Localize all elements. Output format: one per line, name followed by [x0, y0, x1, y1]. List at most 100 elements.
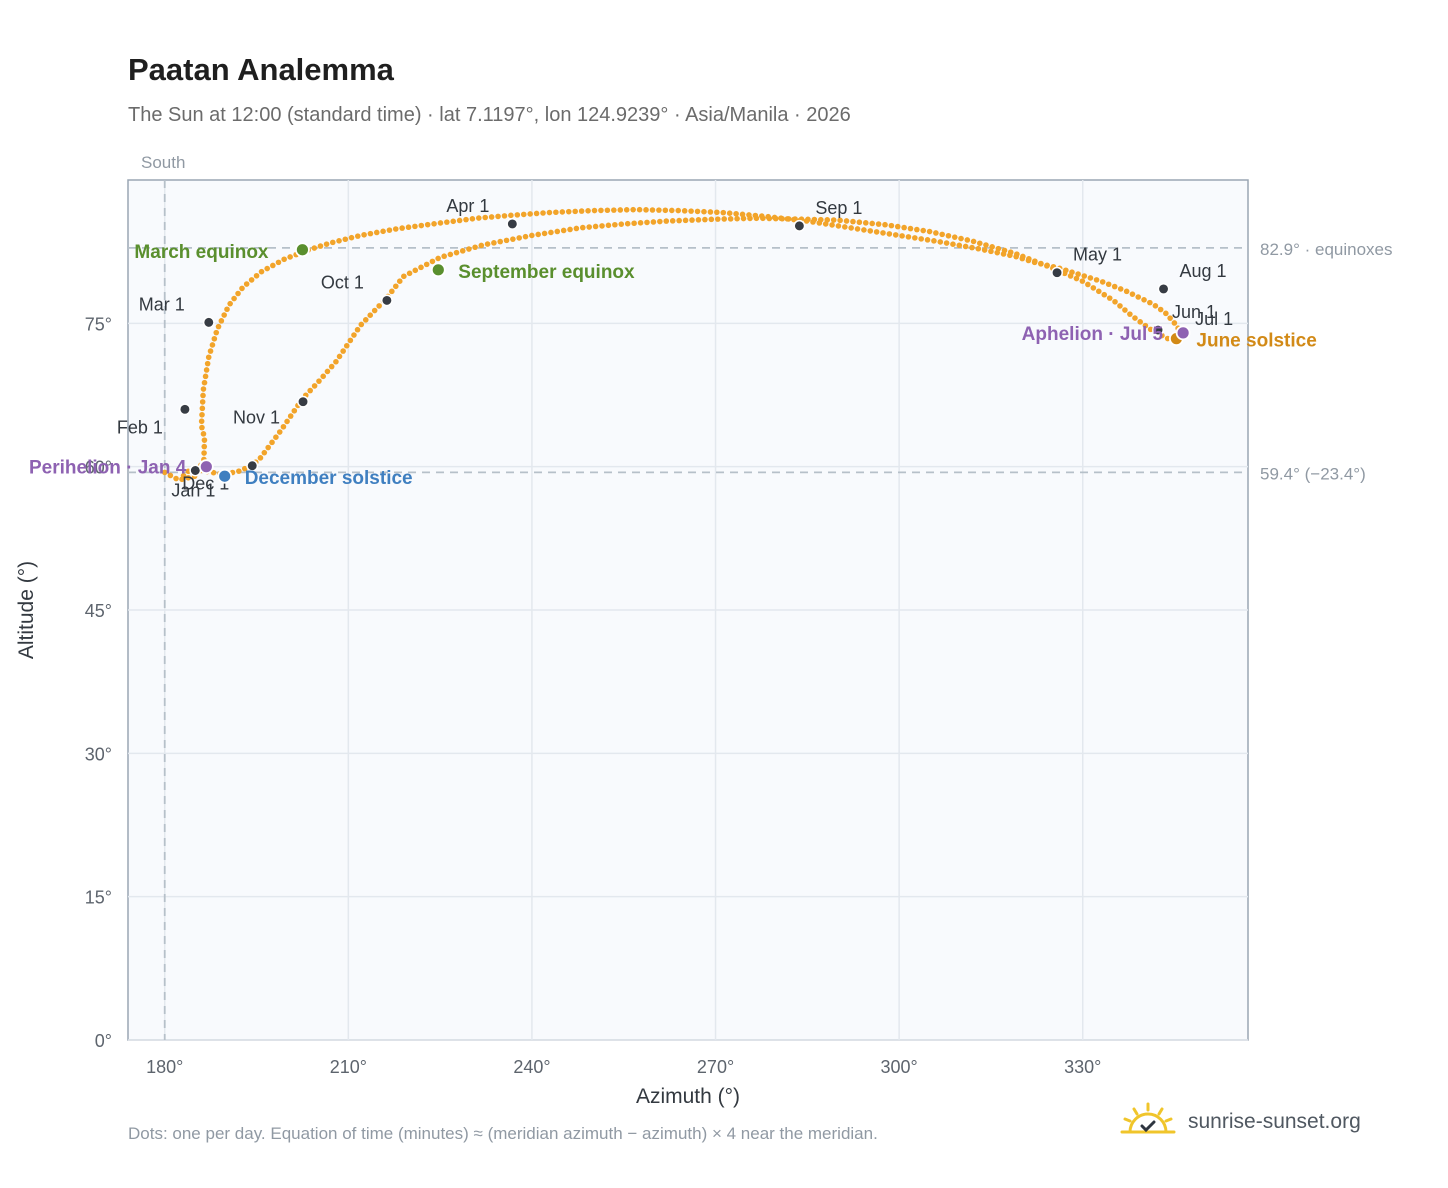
daily-dot: [435, 255, 441, 262]
daily-dot: [1061, 270, 1068, 277]
daily-dot: [1038, 260, 1044, 267]
daily-dot: [201, 379, 208, 386]
daily-dot: [218, 318, 225, 324]
daily-dot: [447, 251, 454, 258]
brand[interactable]: sunrise-sunset.org: [1120, 1102, 1361, 1142]
daily-dot: [1095, 288, 1102, 295]
daily-dot: [811, 216, 818, 223]
daily-dot: [257, 455, 264, 461]
daily-dot: [554, 228, 561, 235]
daily-dot: [702, 216, 708, 223]
daily-dot: [1142, 322, 1149, 329]
daily-dot: [567, 226, 573, 233]
chart-title: Paatan Analemma: [128, 52, 394, 87]
daily-dot: [180, 472, 187, 479]
event-marker: [1175, 325, 1191, 341]
daily-dot: [520, 211, 527, 218]
daily-dot: [235, 290, 241, 297]
daily-dot: [203, 367, 210, 373]
daily-dot: [766, 215, 773, 222]
daily-dot: [201, 443, 208, 450]
daily-dot: [201, 437, 208, 443]
daily-dot: [386, 227, 393, 233]
daily-dot: [657, 218, 663, 225]
daily-dot: [484, 241, 491, 247]
daily-dot: [905, 234, 912, 240]
daily-dot: [624, 220, 631, 227]
month-label: Aug 1: [1180, 261, 1227, 281]
daily-dot: [324, 368, 331, 375]
daily-dot: [469, 216, 476, 222]
y-tick-label: 60°: [85, 458, 112, 478]
daily-dot: [412, 223, 418, 230]
daily-dot: [527, 211, 533, 217]
daily-dot: [516, 235, 522, 241]
daily-dot: [901, 224, 907, 231]
daily-dot: [880, 230, 886, 236]
daily-dot: [618, 221, 625, 227]
daily-dot: [1157, 306, 1164, 313]
daily-dot: [200, 431, 207, 437]
daily-dot: [1129, 291, 1136, 297]
daily-dot: [253, 272, 260, 279]
daily-dot: [830, 217, 837, 223]
daily-dot: [592, 223, 599, 230]
daily-dot: [199, 411, 205, 418]
y-axis-label: Altitude (°): [15, 561, 38, 659]
daily-dot: [275, 259, 282, 266]
daily-dot: [605, 222, 612, 229]
daily-dot: [1117, 286, 1124, 292]
daily-dot: [848, 225, 854, 231]
daily-dot: [1087, 275, 1094, 281]
daily-dot: [376, 303, 382, 309]
daily-dot: [573, 225, 580, 232]
daily-dot: [401, 273, 407, 280]
daily-dot: [204, 360, 211, 367]
daily-dot: [453, 249, 460, 256]
daily-dot: [199, 424, 205, 431]
daily-dot: [361, 231, 367, 238]
daily-dot: [1026, 256, 1032, 262]
daily-dot: [591, 207, 598, 214]
daily-dot: [343, 342, 350, 349]
daily-dot: [340, 348, 346, 354]
daily-path: [161, 206, 1185, 483]
daily-dot: [497, 238, 504, 245]
daily-dot: [912, 235, 918, 241]
daily-dot: [535, 231, 542, 238]
daily-dot: [989, 244, 995, 250]
daily-dot: [721, 216, 728, 222]
event-label: September equinox: [458, 262, 635, 283]
daily-dot: [843, 218, 850, 224]
daily-dot: [273, 434, 279, 440]
daily-dot: [1135, 294, 1142, 300]
daily-dot: [211, 335, 218, 342]
month-marker: [380, 294, 393, 307]
daily-dot: [358, 321, 365, 328]
daily-dot: [311, 383, 318, 389]
daily-dot: [1090, 285, 1097, 291]
daily-dot: [842, 224, 848, 230]
daily-dot: [649, 207, 656, 213]
daily-dot: [241, 465, 248, 472]
daily-dot: [579, 224, 586, 231]
daily-dot: [694, 208, 701, 215]
daily-dot: [862, 220, 869, 226]
daily-dot: [585, 208, 591, 214]
daily-dot: [270, 262, 276, 269]
daily-dot: [291, 407, 298, 414]
daily-dot: [185, 474, 192, 481]
daily-dot: [1093, 277, 1100, 283]
daily-dot: [316, 378, 322, 384]
month-marker: [297, 395, 309, 408]
daily-dot: [495, 213, 501, 220]
daily-dot: [201, 450, 207, 456]
daily-dot: [644, 219, 650, 226]
daily-dot: [611, 207, 617, 213]
daily-dot: [329, 239, 336, 246]
daily-dot: [199, 405, 206, 412]
sun-icon: [1120, 1102, 1176, 1134]
daily-dot: [424, 221, 431, 228]
daily-dot: [456, 217, 463, 224]
daily-dot: [205, 354, 212, 361]
